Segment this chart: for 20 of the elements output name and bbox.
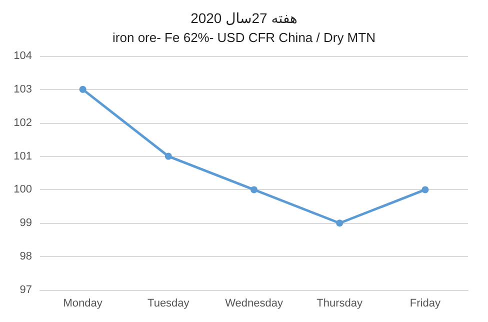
- x-tick-label: Monday: [63, 298, 103, 310]
- y-tick-label: 100: [14, 184, 32, 196]
- chart-subtitle: iron ore- Fe 62%- USD CFR China / Dry MTN: [112, 30, 376, 45]
- point: [79, 86, 86, 93]
- point: [250, 186, 258, 194]
- x-tick-label: Wednesday: [225, 298, 284, 310]
- y-tick-label: 103: [14, 83, 32, 96]
- point: [422, 186, 429, 194]
- x-tick-label: Thursday: [316, 298, 364, 310]
- x-tick-label: Tuesday: [148, 298, 190, 310]
- y-tick-label: 102: [14, 116, 32, 129]
- y-tick-label: 104: [14, 50, 32, 62]
- y-tick-label: 97: [20, 284, 32, 296]
- y-tick-label: 99: [20, 217, 32, 230]
- chart-title: هفته 27سال 2020: [190, 10, 298, 26]
- x-tick-label: Friday: [410, 298, 441, 310]
- point: [336, 220, 344, 227]
- y-tick-label: 101: [14, 150, 32, 162]
- y-tick-label: 98: [20, 250, 32, 263]
- point: [164, 152, 172, 160]
